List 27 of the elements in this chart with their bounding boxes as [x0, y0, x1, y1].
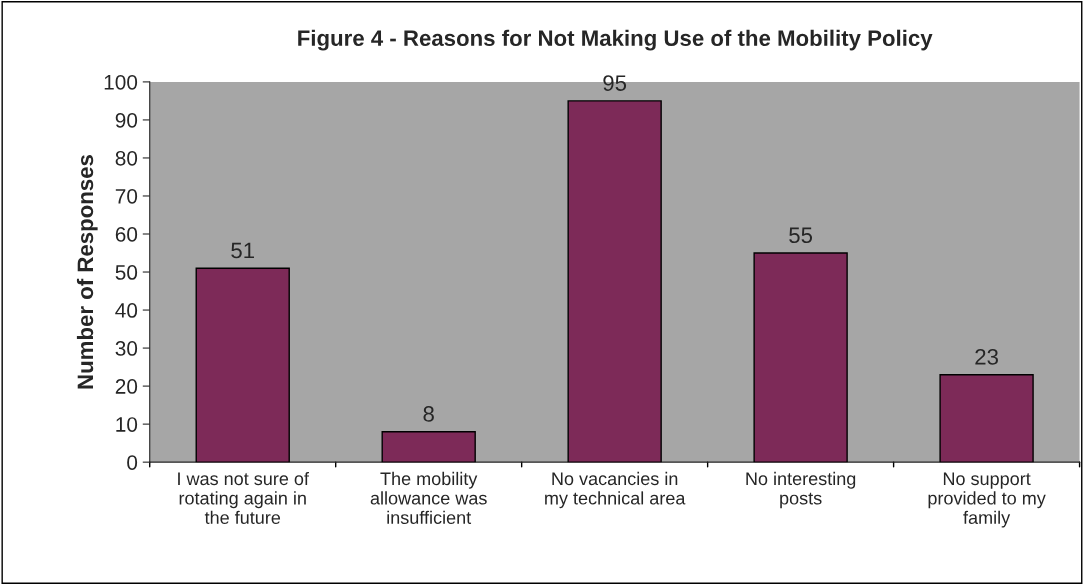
- bar: [567, 100, 662, 463]
- y-tick-label: 30: [115, 341, 138, 356]
- y-tick-label: 40: [115, 303, 138, 318]
- x-tick-label: No support provided to my family: [928, 472, 1046, 528]
- data-label: 23: [975, 349, 998, 365]
- x-tick-label: I was not sure of rotating again in the future: [178, 471, 309, 525]
- data-label: 8: [423, 406, 434, 422]
- x-tick-label: No vacancies in my technical area: [545, 471, 686, 509]
- bar: [195, 267, 290, 463]
- y-tick-label: 50: [115, 265, 138, 280]
- chart-title: Figure 4 - Reasons for Not Making Use of the Mobility Policy: [298, 29, 933, 51]
- bar: [939, 373, 1034, 463]
- y-tick-label: 0: [127, 455, 138, 470]
- y-tick-label: 10: [116, 417, 138, 432]
- y-tick-label: 60: [115, 227, 138, 242]
- x-tick-label: No interesting posts: [746, 471, 856, 509]
- y-axis-title: Number of Responses: [76, 155, 98, 389]
- data-label: 51: [231, 242, 254, 259]
- y-tick-label: 90: [115, 112, 138, 128]
- bar: [753, 252, 848, 463]
- y-tick-label: 70: [115, 188, 138, 204]
- bar: [381, 431, 476, 463]
- y-tick-label: 80: [115, 150, 138, 166]
- y-tick-label: 20: [115, 379, 138, 394]
- data-label: 55: [789, 227, 813, 244]
- x-tick-label: The mobility allowance was insufficient: [370, 471, 487, 525]
- y-tick-label: 100: [104, 74, 138, 90]
